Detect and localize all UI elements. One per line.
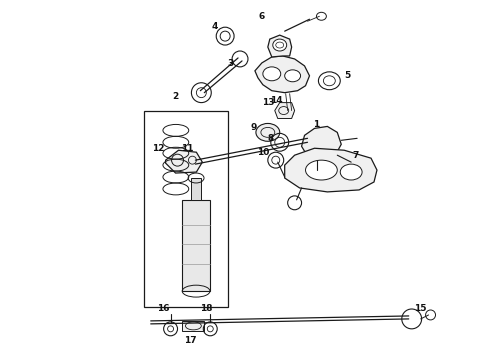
Text: 17: 17	[184, 336, 197, 345]
Ellipse shape	[263, 67, 281, 81]
Polygon shape	[301, 126, 341, 160]
Bar	[144, 111, 228, 307]
Ellipse shape	[340, 164, 362, 180]
Text: 3: 3	[227, 59, 233, 68]
Text: 18: 18	[200, 305, 213, 314]
Bar	[191, 178, 201, 200]
Text: 8: 8	[268, 134, 274, 143]
Polygon shape	[285, 148, 377, 192]
Text: 7: 7	[352, 151, 358, 160]
Text: 2: 2	[172, 92, 179, 101]
Text: 1: 1	[313, 120, 319, 129]
Polygon shape	[166, 150, 202, 173]
Text: 5: 5	[344, 71, 350, 80]
Bar	[182, 321, 204, 331]
Text: 6: 6	[259, 12, 265, 21]
Text: 16: 16	[157, 305, 170, 314]
Polygon shape	[268, 35, 292, 57]
Ellipse shape	[285, 70, 300, 82]
Polygon shape	[255, 56, 310, 93]
Text: 4: 4	[212, 22, 219, 31]
Polygon shape	[275, 103, 294, 118]
Text: 15: 15	[415, 305, 427, 314]
Text: 11: 11	[181, 144, 194, 153]
Ellipse shape	[273, 39, 287, 51]
Ellipse shape	[256, 123, 280, 141]
Ellipse shape	[276, 42, 284, 48]
Text: 9: 9	[251, 123, 257, 132]
Bar	[182, 200, 210, 291]
Text: 13: 13	[262, 98, 274, 107]
Ellipse shape	[306, 160, 337, 180]
Text: 12: 12	[152, 144, 165, 153]
Text: 14: 14	[270, 96, 283, 105]
Text: 10: 10	[257, 148, 269, 157]
